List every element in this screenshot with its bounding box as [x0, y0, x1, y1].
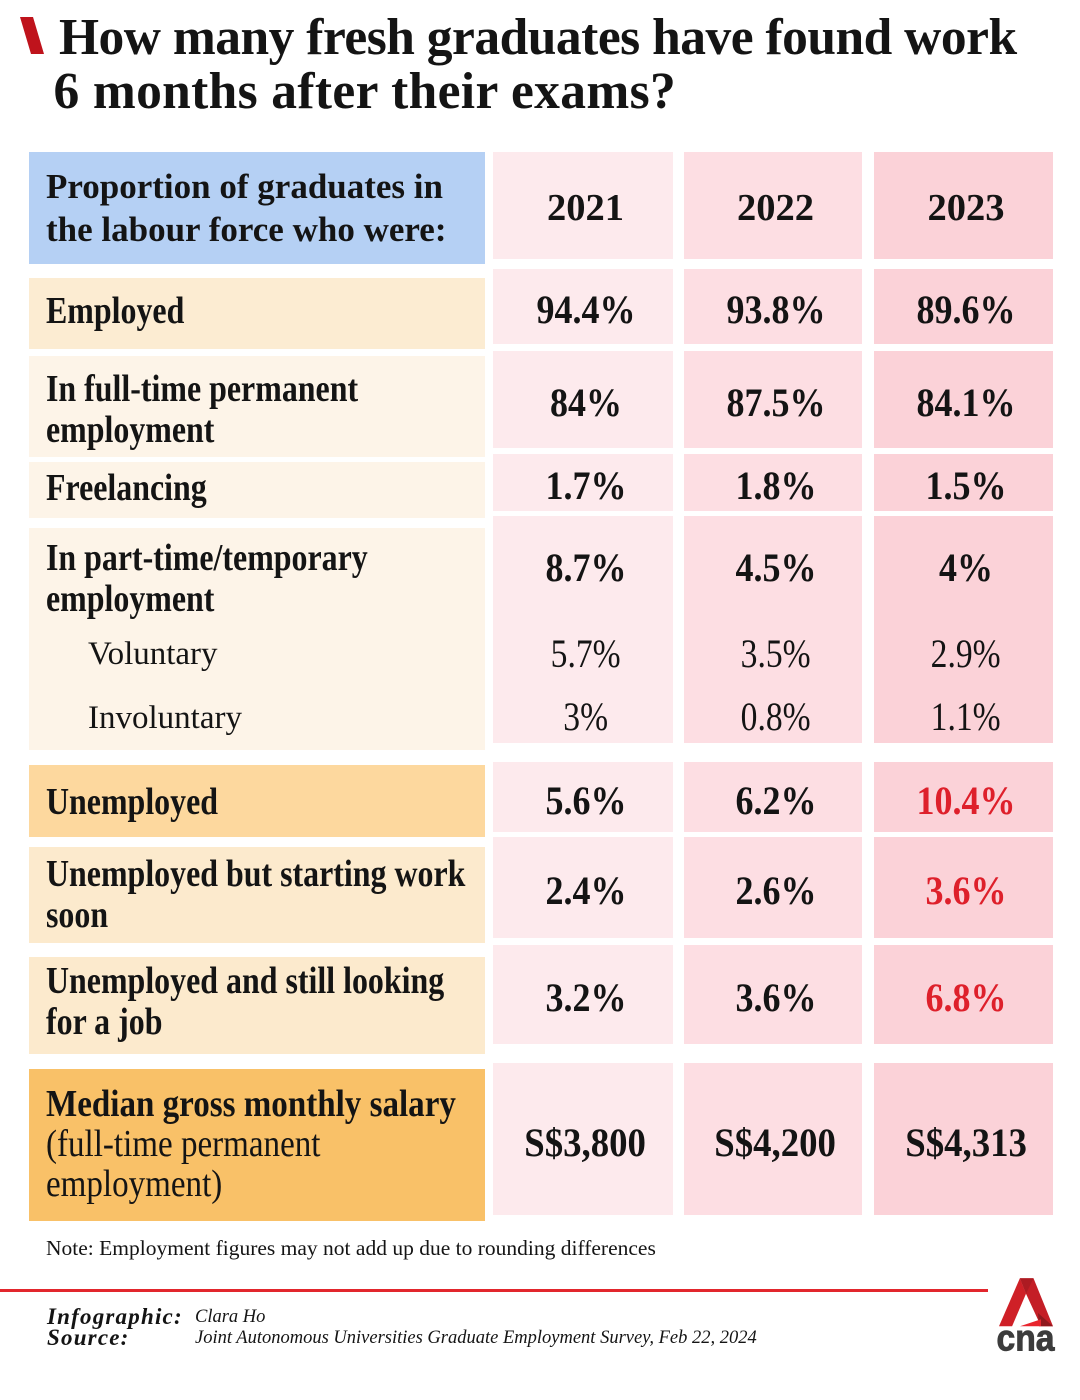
svg-text:cna: cna: [997, 1318, 1055, 1359]
